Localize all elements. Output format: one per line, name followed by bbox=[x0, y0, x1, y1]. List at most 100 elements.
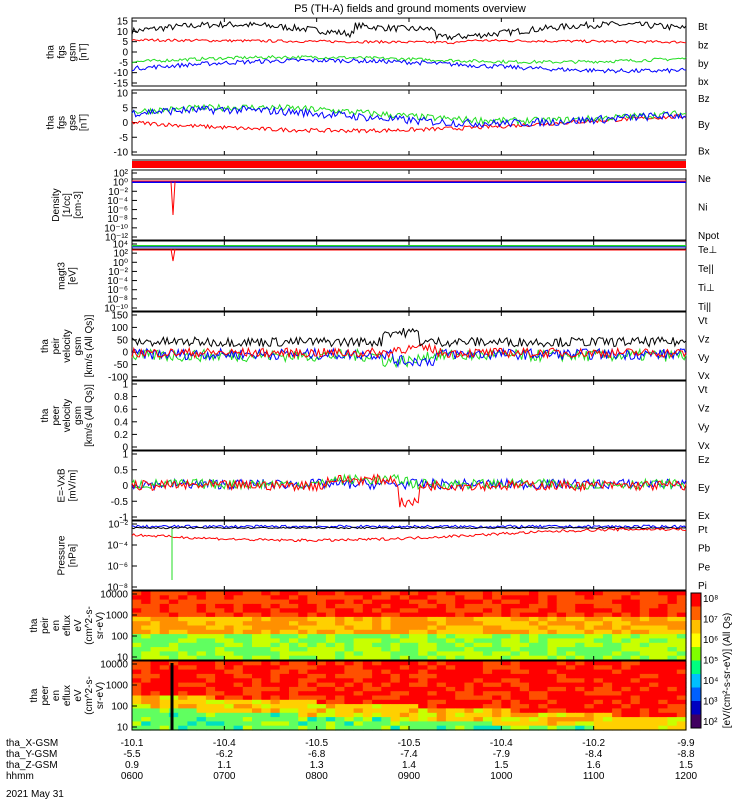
panel-peir-spectrogram-cell bbox=[399, 651, 410, 657]
panel-peer-spectrogram-cell bbox=[455, 665, 465, 671]
panel-peer-spectrogram-cell bbox=[399, 695, 410, 701]
panel-peir-spectrogram-cell bbox=[602, 603, 613, 609]
panel-peir-spectrogram-cell bbox=[501, 625, 512, 631]
panel-peer-spectrogram-cell bbox=[362, 686, 373, 692]
panel-peir-spectrogram-cell bbox=[427, 591, 438, 596]
panel-peer-spectrogram-cell bbox=[602, 725, 613, 731]
panel-peir-spectrogram-cell bbox=[584, 638, 595, 644]
panel-peer-spectrogram-cell bbox=[141, 678, 151, 684]
panel-peir-spectrogram-cell bbox=[556, 616, 567, 622]
panel-peer-spectrogram-cell bbox=[289, 678, 299, 684]
panel-peir-spectrogram-cell bbox=[519, 599, 530, 605]
panel-peir-spectrogram-cell bbox=[132, 621, 142, 627]
panel-peir-spectrogram-cell bbox=[436, 634, 447, 639]
panel-peer-spectrogram-cell bbox=[381, 717, 392, 722]
panel-peer-spectrogram-cell bbox=[519, 678, 530, 684]
panel-peer-spectrogram-cell bbox=[427, 721, 438, 727]
panel-peir-spectrogram-cell bbox=[215, 647, 225, 652]
panel-peir-spectrogram-cell bbox=[436, 599, 447, 605]
panel-peer-spectrogram-cell bbox=[501, 725, 512, 731]
panel-peir-spectrogram-cell bbox=[168, 612, 179, 618]
panel-peir-spectrogram-cell bbox=[187, 595, 198, 601]
panel-peir-spectrogram-cell bbox=[510, 621, 521, 627]
panel-peir-spectrogram-cell bbox=[159, 629, 170, 635]
panel-peir-spectrogram-cell bbox=[316, 616, 327, 622]
panel-peer-spectrogram-cell bbox=[445, 686, 456, 692]
panel-peir-spectrogram-cell bbox=[612, 625, 622, 631]
panel-peer-spectrogram-cell bbox=[538, 661, 549, 666]
panel-peer-spectrogram-cell bbox=[353, 669, 364, 675]
panel-peer-spectrogram-cell bbox=[141, 673, 151, 679]
panel-peir-spectrogram-cell bbox=[344, 599, 355, 605]
panel-peer-spectrogram-cell bbox=[556, 691, 567, 697]
panel-peer-spectrogram-cell bbox=[510, 717, 521, 722]
panel-peer-spectrogram-cell bbox=[335, 661, 345, 666]
panel-peir-spectrogram-ytick-label: 10 bbox=[117, 653, 129, 664]
panel-peer-spectrogram-cell bbox=[418, 725, 428, 731]
panel-peir-spectrogram-cell bbox=[427, 616, 438, 622]
panel-peir-spectrogram-cell bbox=[307, 616, 318, 622]
panel-peir-spectrogram-cell bbox=[630, 629, 641, 635]
panel-peir-velocity-legend-vt: Vt bbox=[698, 316, 708, 327]
panel-peir-spectrogram-cell bbox=[510, 651, 521, 657]
panel-peir-spectrogram-cell bbox=[390, 638, 401, 644]
panel-peer-spectrogram-cell bbox=[252, 686, 262, 692]
panel-peer-spectrogram-cell bbox=[372, 725, 382, 731]
panel-peir-spectrogram-cell bbox=[261, 647, 272, 652]
panel-peer-spectrogram-cell bbox=[409, 699, 419, 705]
panel-peir-spectrogram-cell bbox=[492, 634, 502, 639]
panel-peer-spectrogram-cell bbox=[427, 699, 438, 705]
panel-peir-spectrogram-cell bbox=[159, 612, 170, 618]
panel-peir-spectrogram-cell bbox=[159, 638, 170, 644]
panel-peer-spectrogram-cell bbox=[150, 678, 161, 684]
panel-peer-spectrogram-cell bbox=[159, 678, 170, 684]
panel-peer-spectrogram-cell bbox=[362, 717, 373, 722]
panel-peer-spectrogram-cell bbox=[409, 665, 419, 671]
colorbar-segment bbox=[691, 660, 701, 675]
panel-peir-spectrogram-cell bbox=[510, 616, 521, 622]
panel-peer-spectrogram-cell bbox=[473, 661, 484, 666]
panel-peir-spectrogram-cell bbox=[150, 591, 161, 596]
panel-peir-spectrogram-cell bbox=[510, 655, 521, 661]
panel-peir-spectrogram-cell bbox=[381, 638, 392, 644]
panel-peir-spectrogram-cell bbox=[381, 612, 392, 618]
panel-peir-spectrogram-cell bbox=[381, 655, 392, 661]
panel-peer-spectrogram-cell bbox=[455, 717, 465, 722]
panel-peer-spectrogram-cell bbox=[612, 682, 622, 688]
panel-peer-spectrogram-cell bbox=[224, 717, 235, 722]
trace-by-gse bbox=[131, 103, 687, 126]
panel-peir-spectrogram-cell bbox=[519, 647, 530, 652]
panel-peir-spectrogram-cell bbox=[252, 608, 262, 614]
panel-peer-spectrogram-cell bbox=[639, 725, 650, 731]
panel-peer-spectrogram-cell bbox=[547, 704, 558, 709]
panel-peir-spectrogram-cell bbox=[289, 651, 299, 657]
panel-peir-spectrogram-cell bbox=[390, 603, 401, 609]
panel-peer-spectrogram-ylabel: (cm^2-s- bbox=[84, 676, 95, 715]
panel-peer-spectrogram-cell bbox=[658, 682, 669, 688]
panel-peer-spectrogram-cell bbox=[473, 704, 484, 709]
panel-peer-spectrogram-cell bbox=[325, 661, 336, 666]
panel-peer-spectrogram-cell bbox=[639, 686, 650, 692]
panel-peer-spectrogram-cell bbox=[667, 665, 678, 671]
panel-peir-spectrogram-cell bbox=[621, 629, 632, 635]
panel-peer-spectrogram-cell bbox=[353, 661, 364, 666]
panel-peer-spectrogram-cell bbox=[178, 682, 188, 688]
panel-peir-spectrogram-cell bbox=[196, 655, 207, 661]
panel-peir-spectrogram-cell bbox=[178, 634, 188, 639]
panel-peer-spectrogram-cell bbox=[178, 686, 188, 692]
panel-peir-spectrogram-cell bbox=[141, 629, 151, 635]
panel-peer-spectrogram-cell bbox=[141, 665, 151, 671]
panel-peer-spectrogram-cell bbox=[298, 695, 308, 701]
panel-peer-spectrogram-cell bbox=[344, 721, 355, 727]
panel-peir-spectrogram-cell bbox=[316, 608, 327, 614]
panel-peer-spectrogram-cell bbox=[141, 704, 151, 709]
panel-peer-spectrogram-cell bbox=[492, 661, 502, 666]
panel-peer-spectrogram-cell bbox=[529, 699, 539, 705]
panel-peer-spectrogram-cell bbox=[261, 699, 272, 705]
panel-peir-spectrogram-cell bbox=[464, 647, 475, 652]
panel-peir-spectrogram-cell bbox=[584, 608, 595, 614]
panel-peir-spectrogram-cell bbox=[455, 591, 465, 596]
panel-peir-spectrogram-cell bbox=[436, 591, 447, 596]
colorbar-tick-label: 10⁶ bbox=[703, 635, 718, 646]
